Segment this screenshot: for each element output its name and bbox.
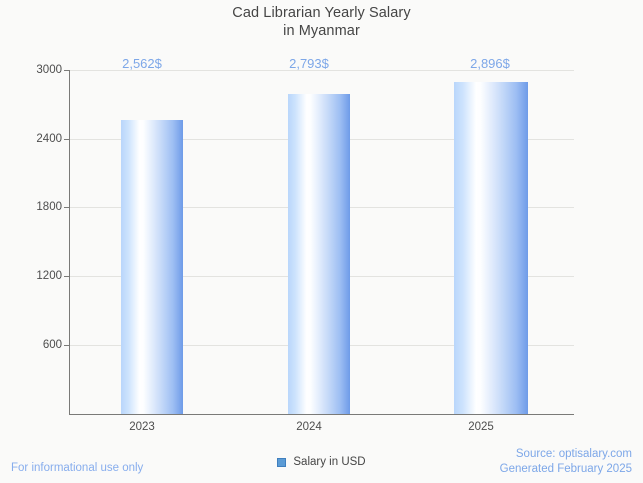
- bar-value-2025: 2,896$: [470, 56, 510, 71]
- x-tick-label-2023: 2023: [129, 421, 155, 433]
- y-tick-mark-1200: [64, 276, 69, 277]
- x-tick-label-2024: 2024: [296, 421, 322, 433]
- x-axis-line: [69, 414, 574, 415]
- bar-2025[interactable]: [454, 82, 528, 414]
- bar-2024[interactable]: [288, 94, 350, 414]
- chart-title-line-1: Cad Librarian Yearly Salary: [232, 5, 411, 21]
- disclaimer-text: For informational use only: [11, 462, 144, 474]
- legend-swatch-icon: [277, 457, 287, 467]
- gridline-3000: [70, 70, 574, 71]
- x-tick-label-2025: 2025: [468, 421, 494, 433]
- y-axis-line: [69, 70, 70, 415]
- bar-value-2023: 2,562$: [122, 56, 162, 71]
- y-tick-label-2400: 2400: [36, 133, 62, 145]
- source-attribution: Source: optisalary.com Generated Februar…: [500, 447, 632, 477]
- generated-date-text: Generated February 2025: [499, 463, 632, 475]
- legend-item-salary-in-usd: Salary in USD: [293, 456, 366, 468]
- y-tick-mark-3000: [64, 70, 69, 71]
- y-tick-mark-600: [64, 345, 69, 346]
- y-tick-mark-1800: [64, 207, 69, 208]
- source-text: Source: optisalary.com: [515, 448, 632, 460]
- y-tick-label-600: 600: [42, 339, 62, 351]
- y-tick-mark-2400: [64, 139, 69, 140]
- y-tick-label-1200: 1200: [36, 270, 62, 282]
- chart-title: Cad Librarian Yearly Salary in Myanmar: [0, 4, 643, 40]
- plot-area: [70, 70, 574, 414]
- y-tick-label-1800: 1800: [36, 201, 62, 213]
- y-axis-labels: 3000 2400 1800 1200 600: [0, 0, 62, 483]
- y-tick-label-3000: 3000: [36, 64, 62, 76]
- chart-legend: Salary in USD: [0, 455, 643, 469]
- chart-title-line-2: in Myanmar: [283, 23, 360, 39]
- bar-value-2024: 2,793$: [289, 56, 329, 71]
- bar-2023[interactable]: [121, 120, 183, 414]
